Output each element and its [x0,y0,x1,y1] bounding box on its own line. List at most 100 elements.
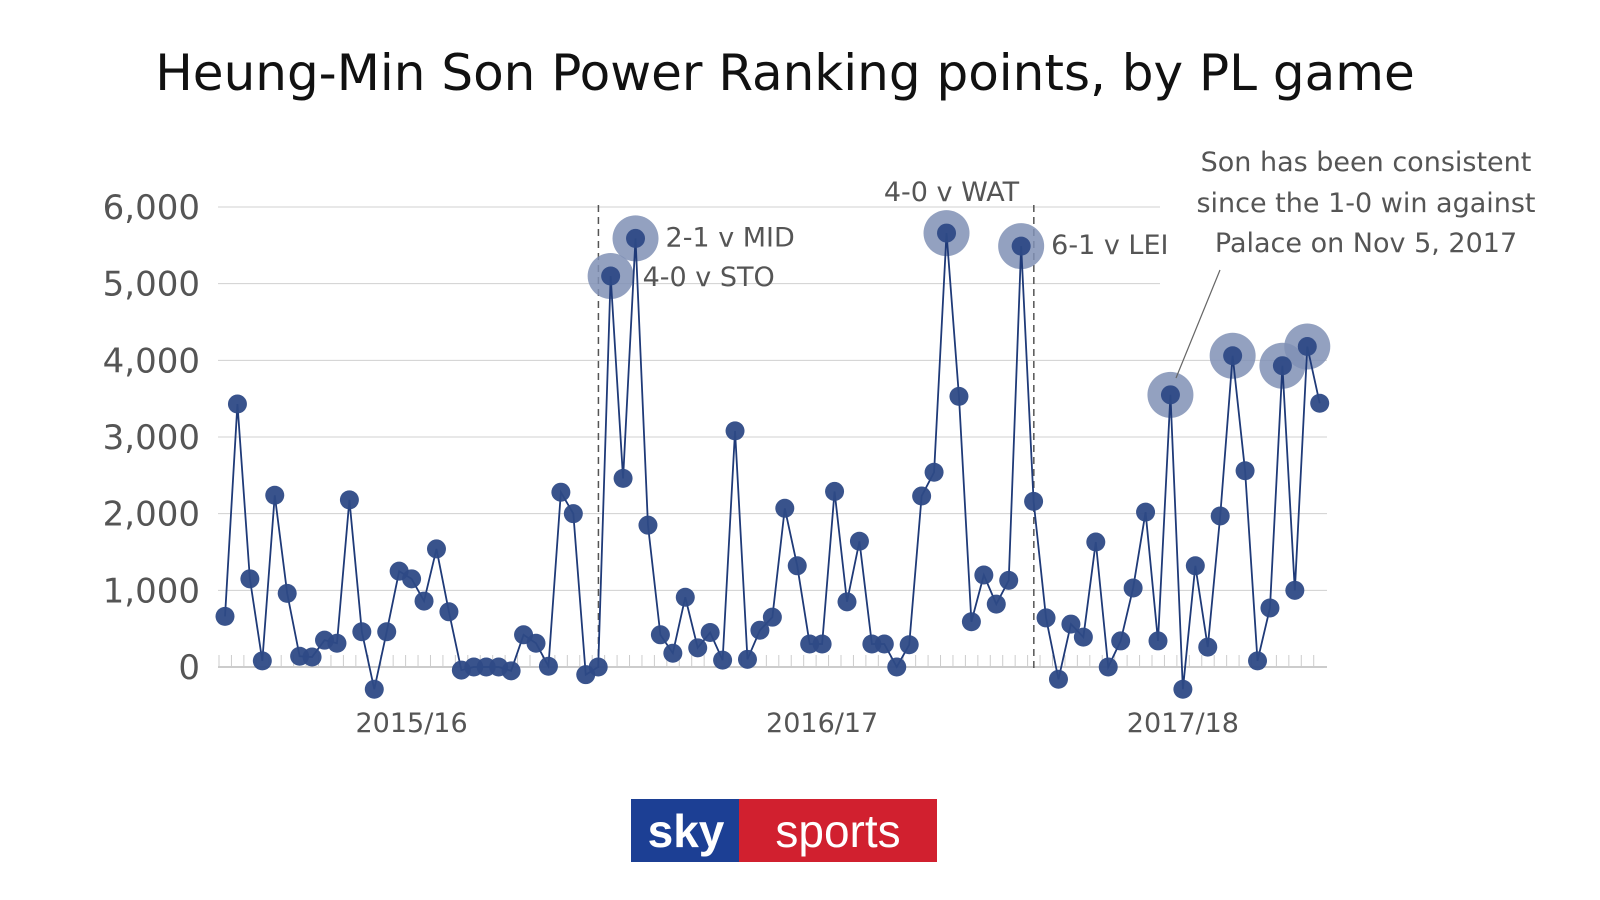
data-point [1148,631,1168,651]
data-point [1024,491,1044,511]
data-point [1036,608,1056,628]
data-point [999,570,1019,590]
logo-sky: sky [648,805,725,857]
data-point [650,625,670,645]
data-point [1111,631,1131,651]
sky-sports-logo: sky sports [631,799,937,862]
data-point [688,638,708,658]
data-point [638,515,658,535]
season-label: 2015/16 [356,708,468,739]
data-point [538,656,558,676]
data-point [1223,346,1243,366]
note-pointer [1175,269,1221,379]
y-tick-label: 6,000 [103,188,200,228]
data-point [327,633,347,653]
data-point [974,565,994,585]
data-point [750,620,770,640]
season-label: 2017/18 [1127,708,1239,739]
data-point [1260,598,1280,618]
data-point [1235,461,1255,481]
y-axis: 0 1,000 2,000 3,000 4,000 5,000 6,000 [103,188,200,688]
season-label: 2016/17 [766,708,878,739]
data-point [1073,627,1093,647]
y-tick-label: 0 [178,648,200,688]
data-point [1160,385,1180,405]
y-tick-label: 5,000 [103,265,200,305]
data-point [837,592,857,612]
gridlines [218,206,1327,668]
data-point [227,394,247,414]
data-point [1061,614,1081,634]
data-point [949,386,969,406]
data-point [1210,506,1230,526]
data-point [252,651,272,671]
data-point [961,612,981,632]
annotation-label: 4-0 v WAT [884,177,1020,208]
data-point [613,468,633,488]
chart-title: Heung-Min Son Power Ranking points, by P… [155,44,1415,102]
data-point [937,223,957,243]
logo-left-block [631,799,741,862]
data-point [277,583,297,603]
data-point [426,539,446,559]
data-point [265,485,285,505]
data-point [725,421,745,441]
y-tick-label: 4,000 [103,341,200,381]
data-point [339,490,359,510]
data-point [402,569,422,589]
data-point [364,679,384,699]
data-point [924,462,944,482]
data-point [899,635,919,655]
data-point [1098,657,1118,677]
annotation-label: 6-1 v LEI [1051,230,1168,261]
data-point [1048,669,1068,689]
data-point [1285,580,1305,600]
data-point [825,481,845,501]
data-point [912,486,932,506]
y-tick-label: 2,000 [103,495,200,535]
data-point [302,647,322,667]
series [215,210,1331,699]
data-point [1086,532,1106,552]
data-point [1272,356,1292,376]
data-point [240,569,260,589]
data-point [1248,651,1268,671]
data-point [588,657,608,677]
data-point [663,643,683,663]
data-point [1011,236,1031,256]
data-point [1123,578,1143,598]
note-annotation: Son has been consistent since the 1-0 wi… [1175,147,1536,379]
data-point [812,634,832,654]
note-line-3: Palace on Nov 5, 2017 [1215,228,1517,259]
data-point [675,587,695,607]
data-point [713,650,733,670]
data-point [1198,637,1218,657]
data-point [849,531,869,551]
data-point [352,622,372,642]
logo-sports: sports [775,805,900,857]
data-point [874,634,894,654]
y-tick-label: 1,000 [103,571,200,611]
data-point [1297,337,1317,357]
data-point [1310,393,1330,413]
data-point [563,504,583,524]
data-point [551,482,571,502]
data-point [887,657,907,677]
data-point [775,498,795,518]
x-axis-ticks [218,655,1315,667]
data-point [1173,679,1193,699]
data-point [737,649,757,669]
data-point [414,591,434,611]
data-point [377,622,397,642]
note-line-2: since the 1-0 win against [1196,188,1535,219]
annotation-label: 4-0 v STO [643,262,775,293]
data-point [526,633,546,653]
annotation-label: 2-1 v MID [666,222,795,253]
data-point [1136,502,1156,522]
data-point [215,606,235,626]
x-axis: 2015/16 2016/17 2017/18 [356,708,1239,739]
annotations: 4-0 v STO 2-1 v MID 4-0 v WAT 6-1 v LEI [643,177,1169,293]
data-point [626,228,646,248]
logo-right-block [739,799,937,862]
